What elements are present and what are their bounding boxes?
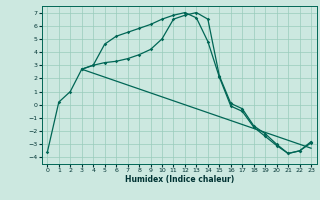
X-axis label: Humidex (Indice chaleur): Humidex (Indice chaleur): [124, 175, 234, 184]
